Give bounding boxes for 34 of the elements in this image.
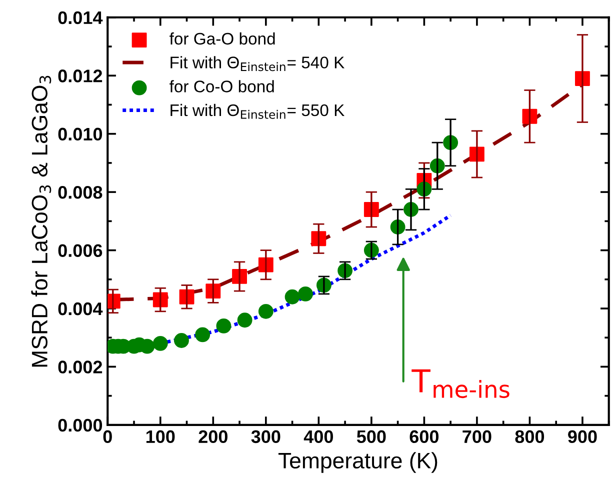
x-tick-label: 900 [568,430,597,444]
point [174,333,189,348]
y-tick-label: 0.006 [58,244,102,257]
legend-label: Fit with Θ$_{Einstein}$= 550 K [170,104,344,119]
point [216,318,232,334]
point [298,286,313,302]
x-tick-label: 700 [462,430,492,444]
legend-label: for Co-O bond [170,80,274,92]
point [140,338,155,354]
x-tick-label: 200 [198,430,228,444]
y-tick-label: 0.008 [58,186,102,199]
y-tick-label: 0.014 [58,11,103,24]
legend-label: Fit with Θ$_{Einstein}$= 540 K [170,56,344,72]
y-tick-label: 0.004 [58,302,103,316]
x-tick-label: 100 [146,430,175,444]
x-tick-label: 300 [251,430,280,444]
x-tick-label: 500 [356,430,386,444]
legend-label: for Ga-O bond [170,32,275,45]
point [258,304,274,319]
annotation: T$_{me-ins}$ [412,369,510,398]
point [152,336,168,351]
y-tick-label: 0.010 [58,128,102,141]
x-tick-label: 0 [103,430,112,444]
point [195,327,210,342]
x-tick-label: 800 [515,430,544,444]
y-tick-label: 0.012 [58,70,102,82]
y-tick-label: 0.002 [58,360,102,374]
point [237,312,252,328]
x-axis-title: Temperature (K) [278,452,438,473]
point [284,289,300,304]
x-tick-label: 600 [410,430,439,444]
y-axis-title: MSRD for LaCoO$_{3}$ & LaGaO$_{3}$ [31,76,52,367]
y-tick-label: 0.000 [58,418,102,432]
x-tick-label: 400 [304,430,333,444]
